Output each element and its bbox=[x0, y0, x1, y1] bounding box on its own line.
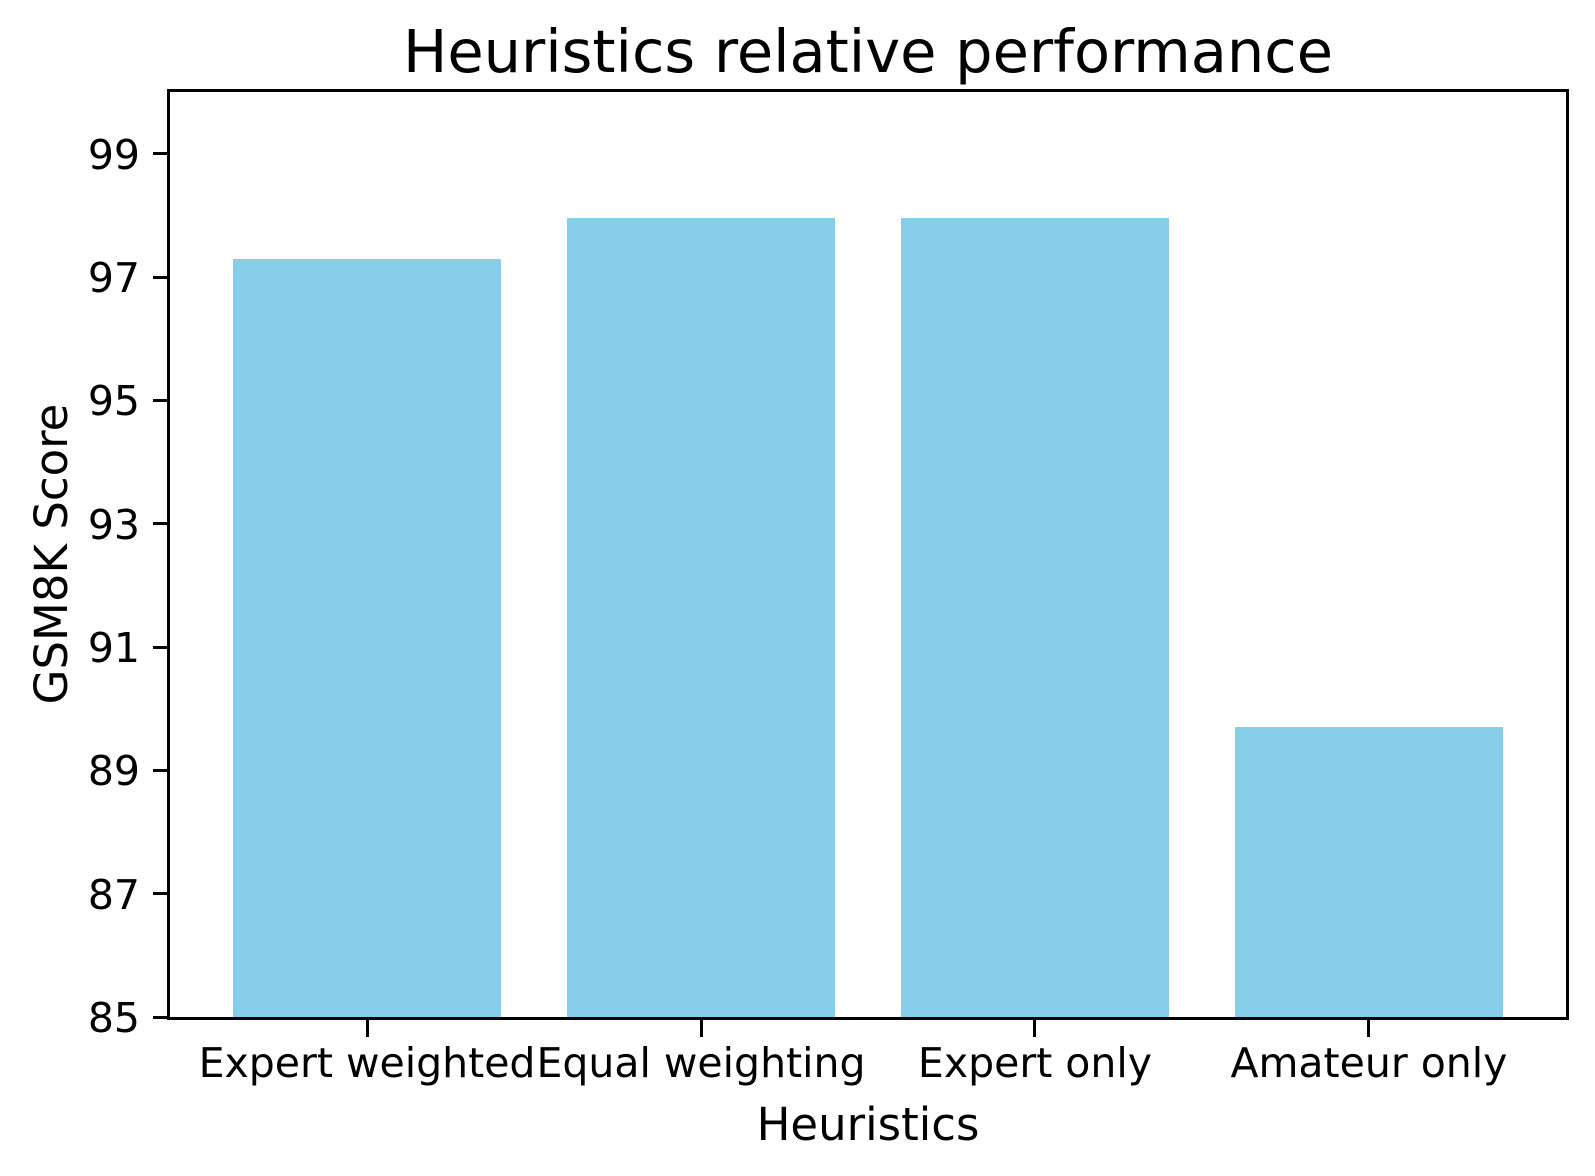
bar-amateur-only bbox=[1235, 727, 1503, 1017]
y-tick-label: 95 bbox=[87, 377, 140, 426]
y-tick-mark bbox=[153, 152, 170, 156]
y-tick-label: 89 bbox=[87, 747, 140, 796]
y-tick-label: 87 bbox=[87, 870, 140, 919]
y-tick-label: 91 bbox=[87, 624, 140, 672]
x-tick-label: Expert weighted bbox=[198, 1039, 536, 1087]
y-tick-label: 93 bbox=[87, 500, 140, 549]
y-tick-label: 85 bbox=[87, 994, 140, 1042]
y-tick-mark bbox=[153, 1015, 170, 1019]
x-tick-label: Equal weighting bbox=[536, 1039, 866, 1087]
y-tick-mark bbox=[153, 398, 170, 402]
plot-area bbox=[167, 89, 1569, 1020]
y-tick-mark bbox=[153, 645, 170, 649]
x-tick-label: Amateur only bbox=[1230, 1039, 1508, 1087]
x-tick-mark bbox=[365, 1020, 369, 1037]
x-tick-mark bbox=[699, 1020, 703, 1037]
x-tick-mark bbox=[1033, 1020, 1037, 1037]
y-tick-mark bbox=[153, 892, 170, 896]
y-tick-label: 99 bbox=[87, 130, 140, 179]
bar-expert-only bbox=[901, 218, 1169, 1017]
chart-title: Heuristics relative performance bbox=[402, 17, 1334, 86]
x-tick-label: Expert only bbox=[917, 1039, 1153, 1087]
y-tick-label: 97 bbox=[87, 254, 140, 302]
x-axis-label: Heuristics bbox=[756, 1098, 980, 1151]
bar-equal-weighting bbox=[567, 218, 835, 1017]
y-tick-mark bbox=[153, 522, 170, 526]
bar-expert-weighted bbox=[233, 258, 501, 1017]
y-tick-mark bbox=[153, 275, 170, 279]
y-tick-mark bbox=[153, 768, 170, 772]
x-tick-mark bbox=[1367, 1020, 1371, 1037]
